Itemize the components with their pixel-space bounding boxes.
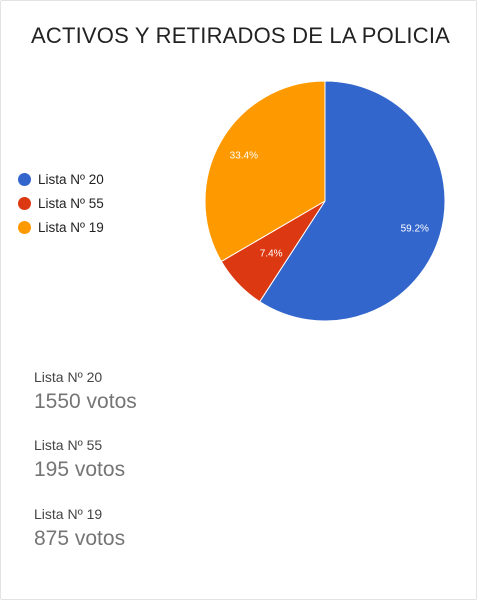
legend-item[interactable]: Lista Nº 55	[18, 191, 104, 215]
slice-label-2: 33.4%	[230, 150, 258, 161]
pie-slice-2[interactable]	[204, 80, 326, 263]
stat-lista-20: Lista Nº 20 1550 votos	[34, 369, 137, 414]
pie-slice-0[interactable]	[258, 80, 446, 322]
slice-label-1: 7.4%	[260, 248, 283, 259]
legend-item[interactable]: Lista Nº 19	[18, 215, 104, 239]
stat-value: 195 votos	[34, 458, 126, 481]
stat-lista-19: Lista Nº 19 875 votos	[34, 506, 125, 551]
stat-name: Lista Nº 19	[34, 506, 103, 522]
stat-value: 875 votos	[34, 527, 126, 550]
slice-label-0: 59.2%	[401, 224, 429, 235]
legend-label: Lista Nº 20	[38, 171, 104, 187]
legend-marker-1	[18, 196, 31, 210]
legend: Lista Nº 20 Lista Nº 55 Lista Nº 19	[18, 167, 104, 239]
stat-value: 1550 votos	[34, 390, 137, 413]
stat-name: Lista Nº 20	[34, 369, 103, 385]
legend-marker-0	[18, 172, 31, 186]
legend-item[interactable]: Lista Nº 20	[18, 167, 104, 191]
stat-name: Lista Nº 55	[34, 437, 103, 453]
legend-label: Lista Nº 55	[38, 195, 104, 211]
stat-lista-55: Lista Nº 55 195 votos	[34, 437, 125, 482]
legend-label: Lista Nº 19	[38, 219, 104, 235]
pie-chart: 59.2% 7.4% 33.4%	[204, 80, 446, 322]
chart-title: ACTIVOS Y RETIRADOS DE LA POLICIA	[30, 23, 451, 48]
legend-marker-2	[18, 220, 31, 234]
